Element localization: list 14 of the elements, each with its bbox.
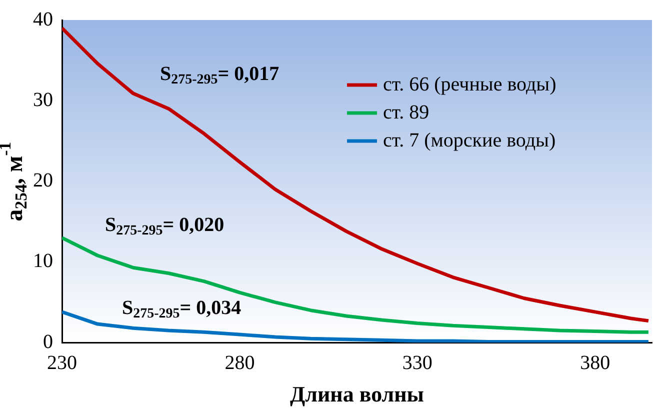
- y-tick-label: 20: [33, 170, 53, 192]
- x-tick-label: 230: [47, 352, 77, 374]
- y-axis-title: a254, м-1: [0, 142, 30, 222]
- legend-label: ст. 66 (речные воды): [383, 73, 556, 96]
- legend-label: ст. 7 (морские воды): [383, 129, 556, 152]
- y-tick-label: 40: [33, 8, 53, 30]
- x-axis-title: Длина волны: [290, 381, 424, 406]
- y-tick-label: 30: [33, 88, 53, 111]
- legend-label: ст. 89: [383, 101, 430, 124]
- x-tick-label: 330: [402, 352, 432, 374]
- x-tick-label: 380: [580, 352, 610, 374]
- x-tick-label: 280: [224, 352, 255, 374]
- y-tick-label: 0: [43, 330, 53, 353]
- y-tick-label: 10: [33, 250, 53, 272]
